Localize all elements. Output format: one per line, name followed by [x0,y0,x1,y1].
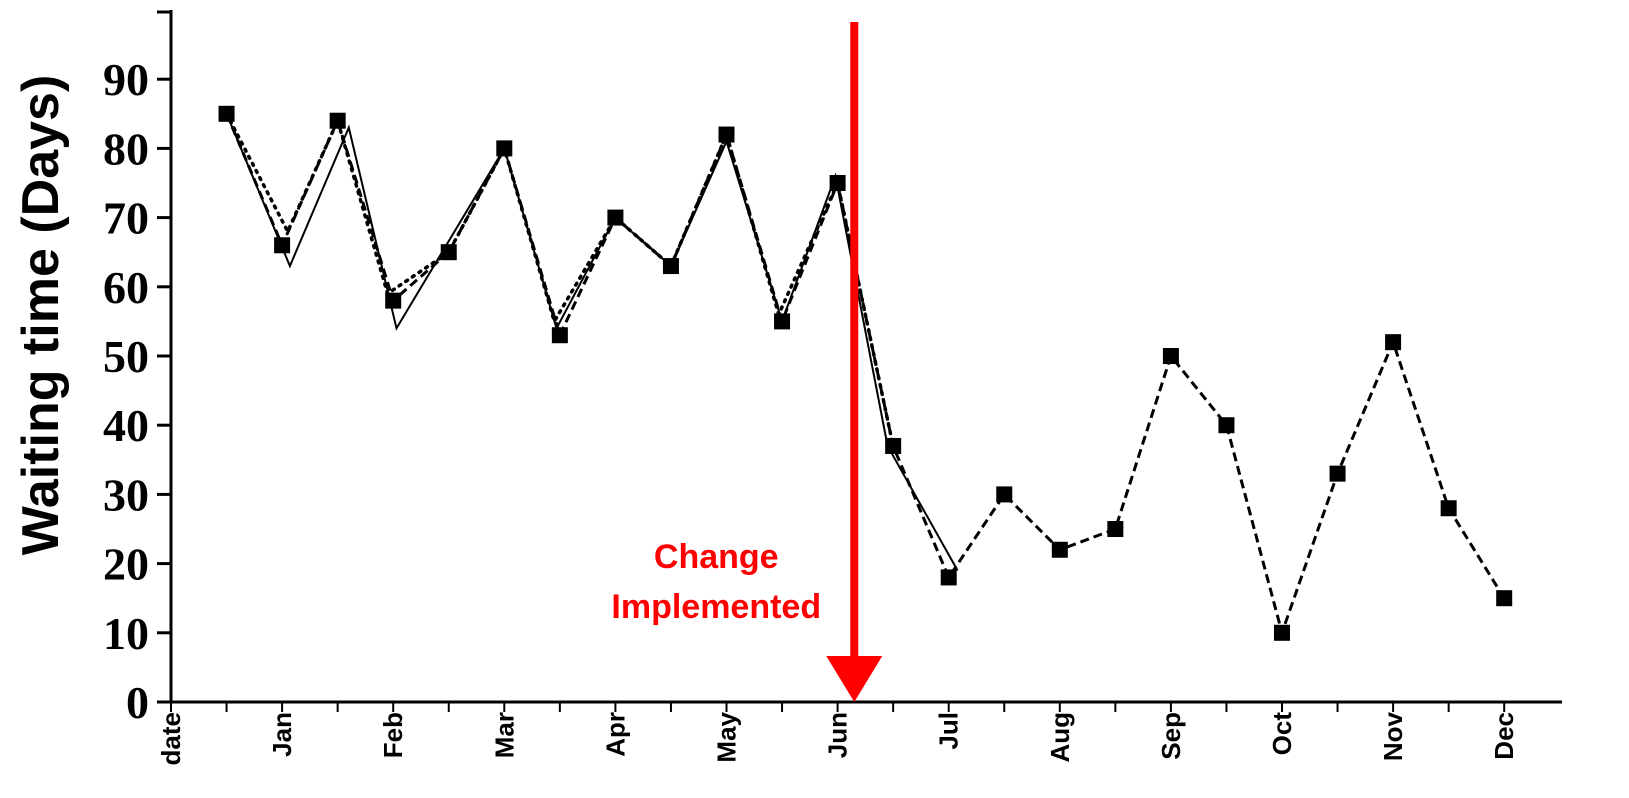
label-layer: Waiting time (Days) Change Implemented [12,75,821,626]
x-tick-label: Dec [1489,712,1519,760]
y-tick-label: 80 [103,123,149,174]
data-point-marker [1385,334,1402,351]
annotation-layer [826,22,883,702]
data-point-marker [718,126,735,143]
x-tick-label: Jun [823,712,853,758]
data-point-marker [829,175,846,191]
data-point-marker [1440,500,1457,517]
data-point-marker [551,327,568,344]
data-point-marker [885,437,902,454]
y-tick-label: 40 [103,400,149,451]
data-point-marker [218,105,235,122]
y-tick-label: 30 [103,469,149,520]
data-point-marker [496,140,513,157]
data-point-marker [385,292,402,309]
data-point-marker [1218,417,1235,434]
data-point-marker [440,244,457,261]
axes: 0 10 20 30 40 50 60 70 80 90 date Jan Feb Mar Apr May Ju… [103,10,1562,765]
data-point-marker [1107,521,1124,537]
x-tick-label: Apr [600,712,630,757]
annotation-text-line2: Implemented [611,588,821,626]
y-tick-label: 20 [103,539,149,590]
y-axis-label: Waiting time (Days) [12,75,70,556]
data-point-marker [607,209,624,226]
y-tick-label: 90 [103,54,149,105]
data-point-marker [996,486,1013,503]
y-tick-label: 0 [126,677,149,728]
data-point-marker [1329,465,1346,482]
y-tick-label: 50 [103,331,149,382]
data-point-marker [1496,590,1513,607]
annotation-arrow-head [826,656,883,702]
annotation-text-line1: Change [654,538,779,576]
series-layer [218,105,1513,641]
x-tick-label: Mar [489,712,519,758]
x-tick-label: date [156,712,186,765]
x-tick-label: May [712,711,742,762]
y-tick-label: 10 [103,608,149,659]
x-tick-label: Oct [1267,712,1297,756]
series-line [224,112,895,448]
x-tick-label: Sep [1156,712,1186,760]
x-tick-label: Jan [267,712,297,757]
data-point-marker [940,569,957,586]
x-tick-label: Nov [1378,711,1408,761]
x-tick-label: Feb [378,712,408,758]
data-point-marker [774,313,791,330]
y-tick-label: 70 [103,193,149,244]
data-point-marker [1274,624,1290,641]
x-tick-label: Jul [934,712,964,750]
data-point-marker [1051,541,1068,558]
data-point-marker [274,237,291,254]
y-tick-label: 60 [103,262,149,313]
series-line [225,113,1506,638]
x-tick-label: Aug [1045,712,1075,763]
data-point-marker [662,258,679,275]
data-point-marker [329,112,346,129]
series-line [225,113,959,571]
data-point-marker [1162,348,1179,364]
